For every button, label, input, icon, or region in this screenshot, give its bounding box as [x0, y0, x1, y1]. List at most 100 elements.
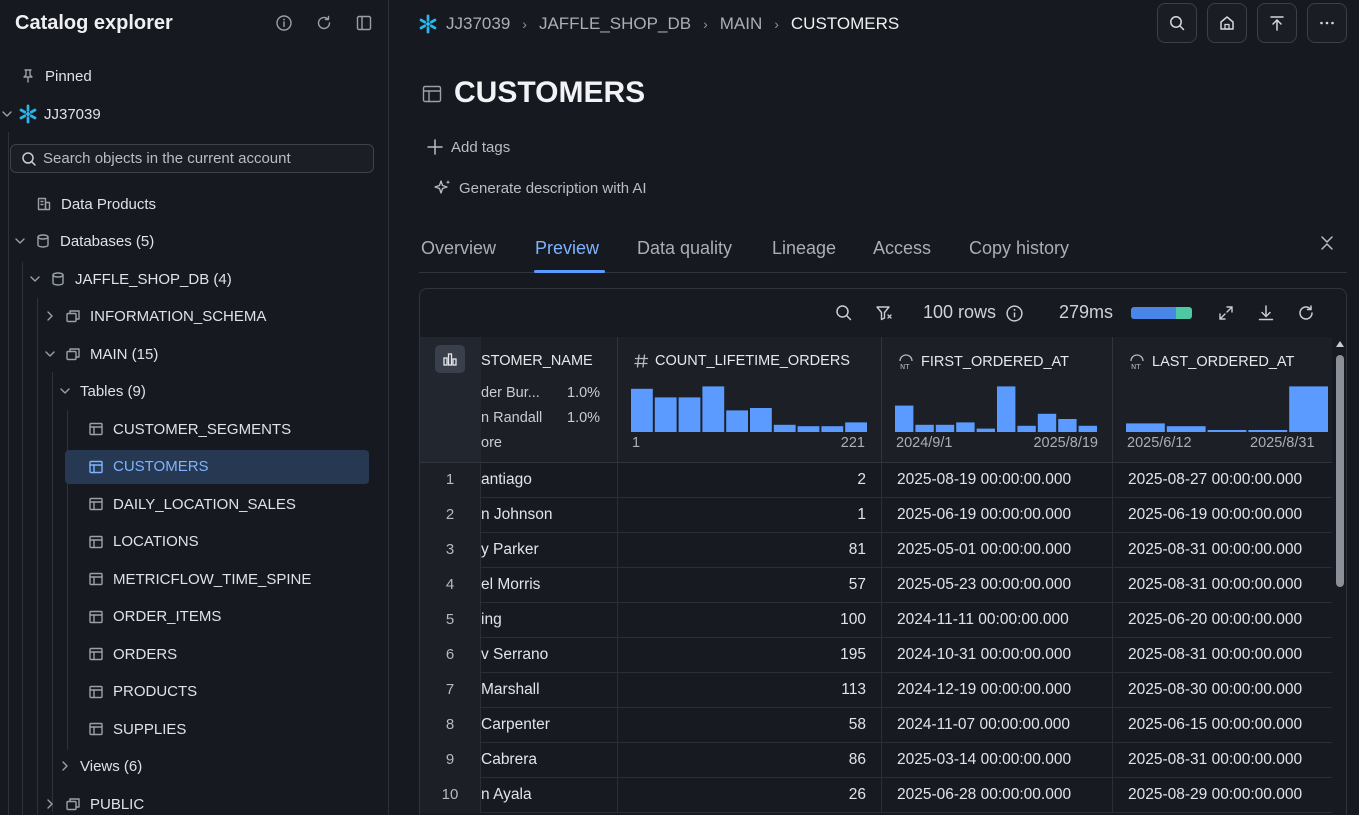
cell-count-lifetime-orders[interactable]: 86: [618, 743, 882, 778]
cell-last-ordered-at[interactable]: 2025-08-31 00:00:00.000: [1128, 576, 1303, 593]
cell-last-ordered-at[interactable]: 2025-08-27 00:00:00.000: [1128, 471, 1303, 488]
tab-access[interactable]: Access: [873, 238, 932, 258]
cell-customer-name[interactable]: n Ayala: [481, 778, 618, 813]
table-item[interactable]: DAILY_LOCATION_SALES: [88, 487, 369, 521]
histogram-bar[interactable]: [1058, 419, 1077, 432]
scroll-up-arrow[interactable]: [1336, 341, 1344, 347]
sidebar-search[interactable]: [10, 144, 374, 173]
histogram-bar[interactable]: [1248, 430, 1288, 432]
breadcrumb-account[interactable]: JJ37039: [446, 14, 511, 33]
search-button[interactable]: [1157, 3, 1197, 43]
histogram-bar[interactable]: [845, 422, 867, 432]
cell-last-ordered-at[interactable]: 2025-06-19 00:00:00.000: [1128, 506, 1303, 523]
histogram-bar[interactable]: [1207, 430, 1247, 432]
home-button[interactable]: [1207, 3, 1247, 43]
table-item[interactable]: LOCATIONS: [88, 525, 369, 559]
histogram-bar[interactable]: [1078, 425, 1097, 432]
histogram-bar[interactable]: [702, 386, 725, 432]
tab-lineage[interactable]: Lineage: [772, 238, 837, 258]
schema-node-public[interactable]: PUBLIC: [43, 787, 378, 815]
cell-count-lifetime-orders[interactable]: 195: [618, 638, 882, 673]
histogram-bar[interactable]: [1017, 425, 1036, 432]
table-item[interactable]: METRICFLOW_TIME_SPINE: [88, 562, 369, 596]
cell-first-ordered-at[interactable]: 2024-11-11 00:00:00.000: [882, 603, 1113, 638]
cell-customer-name[interactable]: Marshall: [481, 673, 618, 708]
collapse-sidebar-icon[interactable]: [353, 12, 375, 34]
views-node[interactable]: Views (6): [58, 749, 378, 783]
cell-count-lifetime-orders[interactable]: 113: [618, 673, 882, 708]
column-header-first-ordered-at[interactable]: NT FIRST_ORDERED_AT 2024/9/1 2025/8/19: [882, 337, 1113, 463]
cell-first-ordered-at[interactable]: 2025-03-14 00:00:00.000: [882, 743, 1113, 778]
histogram-bar[interactable]: [821, 426, 844, 432]
histogram-bar[interactable]: [1126, 423, 1165, 432]
table-item[interactable]: CUSTOMER_SEGMENTS: [88, 412, 369, 446]
breadcrumb-database[interactable]: JAFFLE_SHOP_DB: [538, 14, 692, 33]
table-item[interactable]: ORDERS: [88, 637, 369, 671]
data-products-node[interactable]: Data Products: [36, 187, 378, 221]
histogram-bar[interactable]: [1289, 386, 1328, 432]
histogram-bar[interactable]: [654, 397, 677, 432]
expand-icon[interactable]: [1216, 303, 1236, 323]
cell-customer-name[interactable]: Carpenter: [481, 708, 618, 743]
databases-node[interactable]: Databases (5): [13, 224, 378, 258]
histogram-bar[interactable]: [895, 405, 914, 432]
download-icon[interactable]: [1256, 303, 1276, 323]
table-row[interactable]: 10 n Ayala 26 2025-06-28 00:00:00.000 2025-0…: [420, 778, 1332, 813]
cell-count-lifetime-orders[interactable]: 81: [618, 533, 882, 568]
generate-description-button[interactable]: Generate description with AI: [433, 178, 647, 198]
breadcrumb-schema[interactable]: MAIN: [719, 14, 763, 33]
cell-customer-name[interactable]: ing: [481, 603, 618, 638]
cell-first-ordered-at[interactable]: 2025-06-19 00:00:00.000: [882, 498, 1113, 533]
cell-count-lifetime-orders[interactable]: 2: [618, 463, 882, 498]
tab-copy-history[interactable]: Copy history: [969, 238, 1070, 258]
scrollbar-thumb[interactable]: [1336, 355, 1344, 587]
histogram-bar[interactable]: [956, 422, 975, 432]
refresh-icon[interactable]: [1296, 303, 1316, 323]
column-header-last-ordered-at[interactable]: NT LAST_ORDERED_AT 2025/6/12 2025/8/31: [1113, 337, 1332, 463]
filter-icon[interactable]: [874, 303, 894, 323]
schema-node-main[interactable]: MAIN (15): [43, 337, 378, 371]
cell-customer-name[interactable]: n Johnson: [481, 498, 618, 533]
schema-node-information[interactable]: INFORMATION_SCHEMA: [43, 299, 378, 333]
refresh-icon[interactable]: [313, 12, 335, 34]
cell-last-ordered-at[interactable]: 2025-08-31 00:00:00.000: [1128, 751, 1303, 768]
histogram-bar[interactable]: [797, 426, 820, 432]
pinned-section[interactable]: Pinned: [20, 59, 378, 93]
sidebar-search-input[interactable]: [43, 150, 363, 167]
cell-first-ordered-at[interactable]: 2025-08-19 00:00:00.000: [882, 463, 1113, 498]
info-icon[interactable]: [1005, 304, 1024, 323]
table-row[interactable]: 9 Cabrera 86 2025-03-14 00:00:00.000 2025-08…: [420, 743, 1332, 778]
table-row[interactable]: 4 el Morris 57 2025-05-23 00:00:00.000 2025-…: [420, 568, 1332, 603]
histogram-bar[interactable]: [915, 424, 934, 432]
cell-customer-name[interactable]: el Morris: [481, 568, 618, 603]
tab-overview[interactable]: Overview: [421, 238, 497, 258]
collapse-icon[interactable]: [1319, 235, 1335, 251]
vertical-scrollbar[interactable]: [1333, 337, 1346, 815]
table-row[interactable]: 5 ing 100 2024-11-11 00:00:00.000 2025-06-20…: [420, 603, 1332, 638]
column-stats-button[interactable]: [435, 345, 465, 373]
cell-count-lifetime-orders[interactable]: 57: [618, 568, 882, 603]
histogram-bar[interactable]: [997, 386, 1016, 432]
cell-last-ordered-at[interactable]: 2025-08-30 00:00:00.000: [1128, 681, 1303, 698]
tab-data-quality[interactable]: Data quality: [637, 238, 733, 258]
column-header-customer-name[interactable]: STOMER_NAME der Bur... 1.0% n Randall 1.…: [481, 337, 618, 463]
tables-node[interactable]: Tables (9): [58, 374, 378, 408]
table-item[interactable]: SUPPLIES: [88, 712, 369, 746]
cell-customer-name[interactable]: antiago: [481, 463, 618, 498]
cell-count-lifetime-orders[interactable]: 100: [618, 603, 882, 638]
cell-first-ordered-at[interactable]: 2025-05-23 00:00:00.000: [882, 568, 1113, 603]
histogram-bar[interactable]: [750, 408, 772, 432]
cell-first-ordered-at[interactable]: 2025-06-28 00:00:00.000: [882, 778, 1113, 813]
histogram-bar[interactable]: [631, 388, 653, 432]
cell-customer-name[interactable]: y Parker: [481, 533, 618, 568]
cell-last-ordered-at[interactable]: 2025-06-20 00:00:00.000: [1128, 611, 1303, 628]
table-item[interactable]: ORDER_ITEMS: [88, 600, 369, 634]
cell-last-ordered-at[interactable]: 2025-08-29 00:00:00.000: [1128, 786, 1303, 803]
cell-customer-name[interactable]: Cabrera: [481, 743, 618, 778]
database-node[interactable]: JAFFLE_SHOP_DB (4): [28, 262, 378, 296]
search-icon[interactable]: [834, 303, 854, 323]
cell-count-lifetime-orders[interactable]: 1: [618, 498, 882, 533]
